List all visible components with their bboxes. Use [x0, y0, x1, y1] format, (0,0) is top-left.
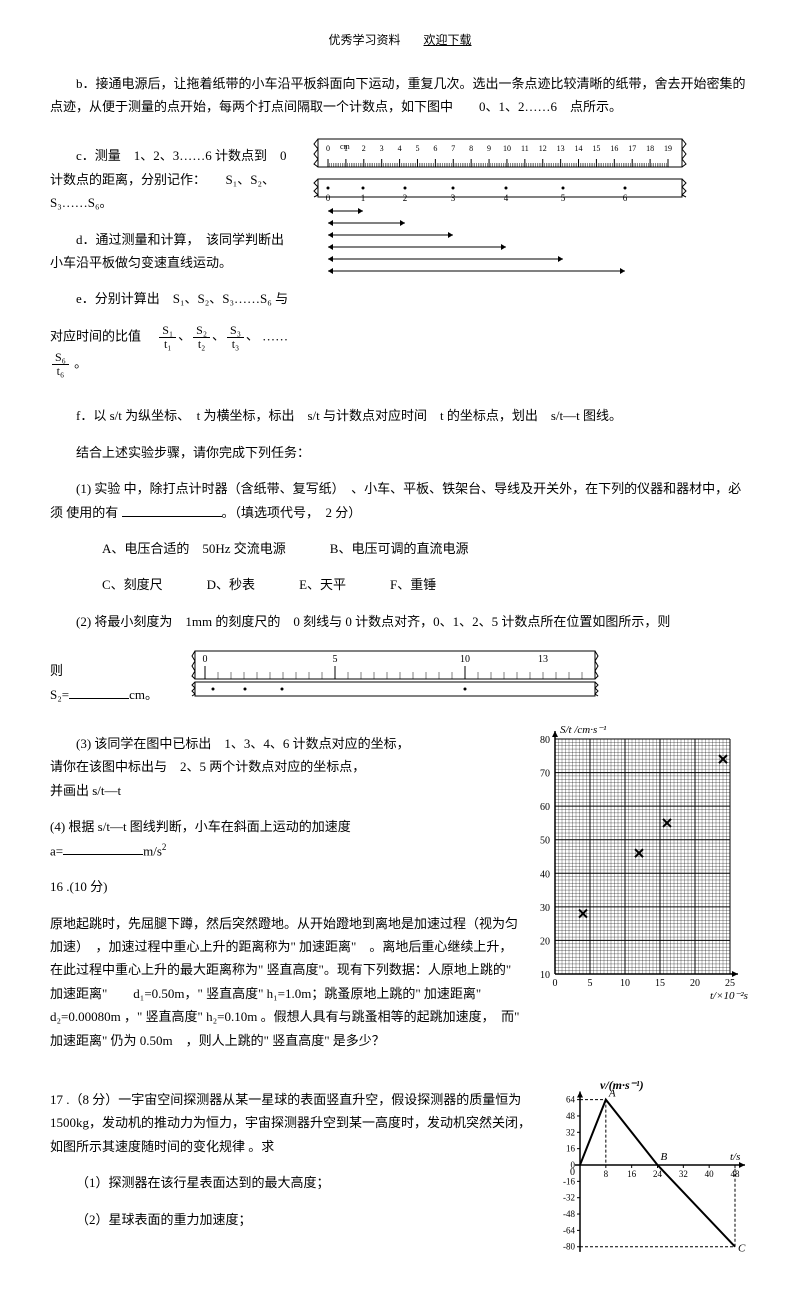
svg-text:0: 0 [570, 1167, 575, 1178]
q1-options-row2: C、刻度尺D、秒表E、天平F、重锤 [50, 573, 750, 596]
svg-text:12: 12 [539, 144, 547, 153]
step-f: f．以 s/t 为纵坐标、 t 为横坐标，标出 s/t 与计数点对应时间 t 的… [50, 404, 750, 427]
svg-text:cm: cm [340, 142, 351, 151]
svg-text:20: 20 [540, 936, 550, 947]
svg-text:19: 19 [664, 144, 672, 153]
svg-text:4: 4 [504, 193, 509, 203]
svg-text:4: 4 [398, 144, 402, 153]
svg-text:11: 11 [521, 144, 529, 153]
svg-text:C: C [738, 1243, 746, 1255]
svg-text:30: 30 [540, 903, 550, 914]
svg-text:10: 10 [503, 144, 511, 153]
svg-text:10: 10 [460, 654, 470, 665]
svg-text:-64: -64 [563, 1225, 575, 1235]
header-title: 优秀学习资料 [328, 33, 400, 47]
header-subtitle: 欢迎下载 [424, 33, 472, 47]
q3: (3) 该同学在图中已标出 1、3、4、6 计数点对应的坐标， 请你在该图中标出… [50, 732, 520, 802]
svg-text:40: 40 [540, 869, 550, 880]
svg-text:17: 17 [628, 144, 636, 153]
velocity-graph: -80-64-48-32-1601632486481624324048ABCv/… [540, 1075, 750, 1275]
svg-text:2: 2 [362, 144, 366, 153]
svg-text:60: 60 [540, 802, 550, 813]
svg-text:-48: -48 [563, 1209, 575, 1219]
q2-answer: 则 S₂=cm。 [50, 659, 190, 706]
svg-text:t/×10⁻²s: t/×10⁻²s [710, 990, 748, 999]
svg-text:10: 10 [540, 970, 550, 981]
svg-text:7: 7 [451, 144, 455, 153]
svg-text:B: B [661, 1151, 668, 1163]
svg-text:0: 0 [326, 144, 330, 153]
q1: (1) 实验 中，除打点计时器（含纸带、复写纸） 、小车、平板、铁架台、导线及开… [50, 477, 750, 524]
q2-blank[interactable] [69, 685, 129, 699]
step-b: b．接通电源后，让拖着纸带的小车沿平板斜面向下运动，重复几次。选出一条点迹比较清… [50, 72, 750, 119]
svg-text:3: 3 [451, 193, 456, 203]
task-intro: 结合上述实验步骤，请你完成下列任务： [50, 441, 750, 464]
svg-text:16: 16 [610, 144, 618, 153]
q17-head: 17 .（8 分）一宇宙空间探测器从某一星球的表面竖直升空，假设探测器的质量恒为… [50, 1088, 540, 1158]
svg-text:8: 8 [469, 144, 473, 153]
svg-text:64: 64 [566, 1095, 576, 1105]
q17-2: （2）星球表面的重力加速度； [50, 1208, 540, 1231]
svg-text:48: 48 [566, 1111, 576, 1121]
svg-text:-80: -80 [563, 1242, 575, 1252]
q2: (2) 将最小刻度为 1mm 的刻度尺的 0 刻线与 0 计数点对齐，0、1、2… [50, 610, 750, 633]
q4-blank[interactable] [63, 841, 143, 855]
svg-text:0: 0 [203, 654, 208, 665]
ratio-line: 对应时间的比值 S₁t₁、S₂t₂、S₃t₃、 …… S₆t₆ 。 [50, 324, 310, 379]
svg-text:2: 2 [403, 193, 408, 203]
svg-text:15: 15 [655, 978, 665, 989]
svg-text:5: 5 [588, 978, 593, 989]
svg-text:0: 0 [326, 193, 331, 203]
step-e: e．分别计算出 S₁、S₂、S₃……S₆ 与 [50, 287, 310, 310]
svg-text:S/t /cm·s⁻¹: S/t /cm·s⁻¹ [560, 724, 606, 736]
ruler-diagram-2: 0 5 10 13 [190, 646, 610, 701]
svg-text:70: 70 [540, 769, 550, 780]
svg-text:5: 5 [561, 193, 566, 203]
svg-text:6: 6 [433, 144, 437, 153]
svg-text:32: 32 [566, 1127, 575, 1137]
step-d: d．通过测量和计算， 该同学判断出 小车沿平板做匀变速直线运动。 [50, 228, 310, 275]
svg-text:20: 20 [690, 978, 700, 989]
q16-num: 16 .(10 分) [50, 875, 520, 898]
grid-chart: 10 20 30 40 50 60 70 80 0 5 10 15 20 25 S/t /cm·s⁻¹ t/×… [520, 719, 750, 999]
svg-text:18: 18 [646, 144, 654, 153]
q1-options-row1: A、电压合适的 50Hz 交流电源B、电压可调的直流电源 [50, 537, 750, 560]
svg-text:5: 5 [415, 144, 419, 153]
svg-text:40: 40 [705, 1169, 715, 1179]
svg-text:3: 3 [380, 144, 384, 153]
svg-text:t/s: t/s [730, 1151, 740, 1163]
svg-text:6: 6 [623, 193, 628, 203]
q16-body: 原地起跳时，先屈腿下蹲，然后突然蹬地。从开始蹬地到离地是加速过程（视为匀加速） … [50, 912, 520, 1052]
svg-text:0: 0 [553, 978, 558, 989]
svg-text:-32: -32 [563, 1193, 575, 1203]
q4: (4) 根据 s/t—t 图线判断，小车在斜面上运动的加速度 a=m/s2 [50, 815, 520, 862]
svg-text:14: 14 [575, 144, 583, 153]
svg-text:8: 8 [604, 1169, 609, 1179]
svg-text:1: 1 [361, 193, 366, 203]
q17-1: （1）探测器在该行星表面达到的最大高度； [50, 1171, 540, 1194]
step-c: c．测量 1、2、3……6 计数点到 0 计数点的距离，分别记作： S₁、S₂、… [50, 144, 310, 214]
svg-text:50: 50 [540, 836, 550, 847]
svg-text:80: 80 [540, 735, 550, 746]
svg-text:16: 16 [566, 1144, 576, 1154]
svg-text:24: 24 [653, 1169, 663, 1179]
svg-text:5: 5 [333, 654, 338, 665]
svg-text:9: 9 [487, 144, 491, 153]
q1-blank[interactable] [122, 503, 222, 517]
svg-text:25: 25 [725, 978, 735, 989]
svg-text:13: 13 [557, 144, 565, 153]
svg-text:15: 15 [592, 144, 600, 153]
svg-text:16: 16 [627, 1169, 637, 1179]
svg-text:v/(m·s⁻¹): v/(m·s⁻¹) [600, 1078, 644, 1092]
svg-text:32: 32 [679, 1169, 688, 1179]
ruler-diagram-1: 012345678910111213141516171819cm0123456 [310, 131, 690, 291]
svg-text:13: 13 [538, 654, 548, 665]
svg-text:10: 10 [620, 978, 630, 989]
